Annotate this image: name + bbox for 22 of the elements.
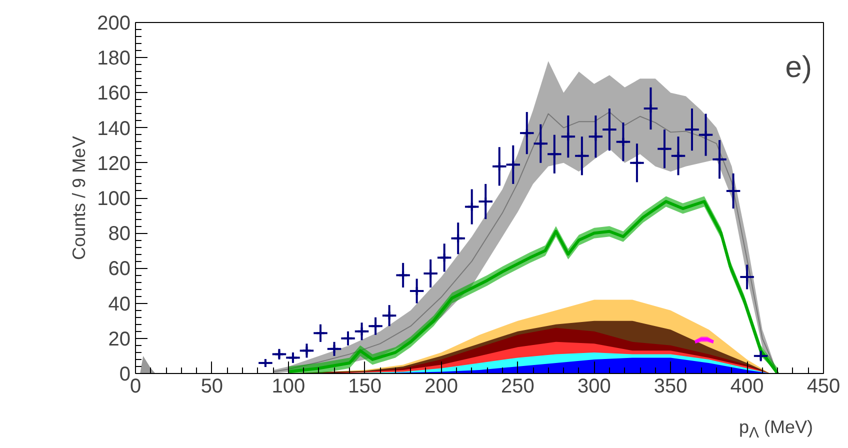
- y-tick-label: 180: [97, 48, 131, 70]
- x-tick-label: 300: [577, 376, 611, 398]
- x-tick-label: 100: [272, 376, 306, 398]
- y-tick-label: 160: [97, 82, 131, 105]
- x-tick-label: 400: [730, 376, 764, 398]
- x-tick-label: 350: [654, 376, 688, 398]
- y-tick-label: 100: [97, 188, 131, 210]
- y-tick-label: 40: [108, 293, 131, 316]
- y-tick-label: 200: [97, 12, 131, 34]
- x-tick-label: 50: [200, 376, 224, 398]
- y-axis-title: Counts / 9 MeV: [69, 136, 90, 260]
- y-tick-label: 20: [108, 328, 131, 350]
- x-tick-label: 250: [501, 376, 534, 398]
- x-axis-title: p$_{Λ}$ (MeV): [738, 416, 813, 444]
- x-tick-label: 450: [806, 376, 840, 398]
- x-tick-label: 200: [424, 376, 458, 398]
- y-tick-label: 60: [108, 258, 131, 280]
- y-tick-label: 140: [97, 118, 131, 140]
- x-tick-label: 150: [348, 376, 382, 398]
- y-tick-label: 80: [108, 223, 131, 246]
- y-tick-label: 120: [97, 152, 131, 175]
- annotation: e): [785, 50, 812, 84]
